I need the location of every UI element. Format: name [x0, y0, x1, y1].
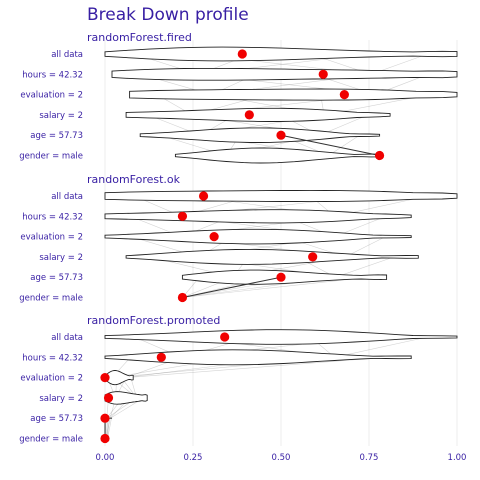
violin-0-5 [174, 147, 381, 164]
y-label-1-3: salary = 2 [39, 253, 83, 263]
link-line-0-4-5 [328, 134, 360, 156]
y-label-1-2: evaluation = 2 [20, 233, 83, 243]
facet-label-1: randomForest.ok [87, 173, 181, 186]
facet-label-0: randomForest.fired [87, 31, 192, 44]
y-label-2-1: hours = 42.32 [22, 353, 83, 363]
y-label-0-4: age = 57.73 [30, 131, 83, 141]
chart-title: Break Down profile [87, 5, 249, 25]
violin-0-4 [139, 127, 381, 143]
mean-dot-0-5 [374, 150, 385, 161]
mean-dot-1-4 [276, 272, 286, 282]
mean-dot-1-1 [177, 211, 188, 221]
y-label-2-0: all data [51, 333, 83, 343]
mean-dot-0-3 [244, 110, 254, 120]
mean-dot-2-5 [100, 433, 110, 444]
link-line-2-1-5 [126, 357, 386, 378]
mean-dot-0-1 [318, 69, 328, 79]
mean-dot-0-4 [276, 130, 286, 140]
violin-0-3 [125, 107, 391, 122]
violin-2-1 [104, 349, 412, 366]
x-tick-4: 1.00 [448, 453, 467, 463]
link-line-1-2-5 [345, 236, 386, 258]
connector-line-0 [280, 134, 380, 156]
violin-2-0 [104, 329, 458, 345]
mean-dot-2-1 [156, 352, 166, 362]
violin-0-1 [111, 67, 458, 81]
violin-0-2 [129, 88, 458, 101]
link-line-1-3-5 [335, 256, 395, 278]
violin-1-3 [125, 248, 419, 265]
y-label-1-1: hours = 42.32 [22, 212, 83, 222]
y-label-2-5: gender = male [19, 435, 83, 445]
violin-2-2 [104, 370, 134, 386]
y-label-1-4: age = 57.73 [30, 273, 83, 283]
violin-2-3 [104, 391, 148, 405]
x-tick-1: 0.25 [184, 453, 203, 463]
x-tick-0: 0.00 [96, 453, 115, 463]
mean-dot-1-5 [177, 292, 188, 303]
y-label-0-0: all data [51, 50, 83, 60]
y-label-2-4: age = 57.73 [30, 414, 83, 424]
y-label-1-5: gender = male [19, 294, 83, 304]
mean-dot-1-2 [209, 232, 219, 242]
y-label-1-0: all data [51, 192, 83, 202]
y-label-2-3: salary = 2 [39, 394, 83, 404]
mean-dot-0-2 [339, 90, 349, 100]
y-label-0-2: evaluation = 2 [20, 91, 83, 101]
violin-1-2 [104, 228, 412, 245]
mean-dot-1-0 [198, 191, 209, 201]
x-tick-2: 0.50 [272, 453, 291, 463]
y-label-0-5: gender = male [19, 152, 83, 162]
mean-dot-2-0 [220, 332, 230, 342]
link-line-1-4-5 [182, 276, 370, 298]
violin-1-0 [104, 189, 458, 203]
x-tick-3: 0.75 [360, 453, 379, 463]
link-line-2-0-5 [334, 336, 428, 358]
mean-dot-2-3 [103, 393, 114, 403]
mean-dot-2-4 [100, 413, 110, 423]
violin-0-0 [104, 46, 458, 62]
y-label-0-1: hours = 42.32 [22, 70, 83, 80]
violin-1-1 [104, 209, 412, 224]
facet-label-2: randomForest.promoted [87, 314, 220, 327]
mean-dot-1-3 [308, 252, 318, 262]
y-label-0-3: salary = 2 [39, 111, 83, 121]
connector-line-1 [182, 276, 282, 298]
mean-dot-0-0 [237, 49, 247, 59]
mean-dot-2-2 [100, 373, 110, 383]
link-line-2-4-5 [107, 418, 112, 439]
y-label-2-2: evaluation = 2 [20, 374, 83, 384]
